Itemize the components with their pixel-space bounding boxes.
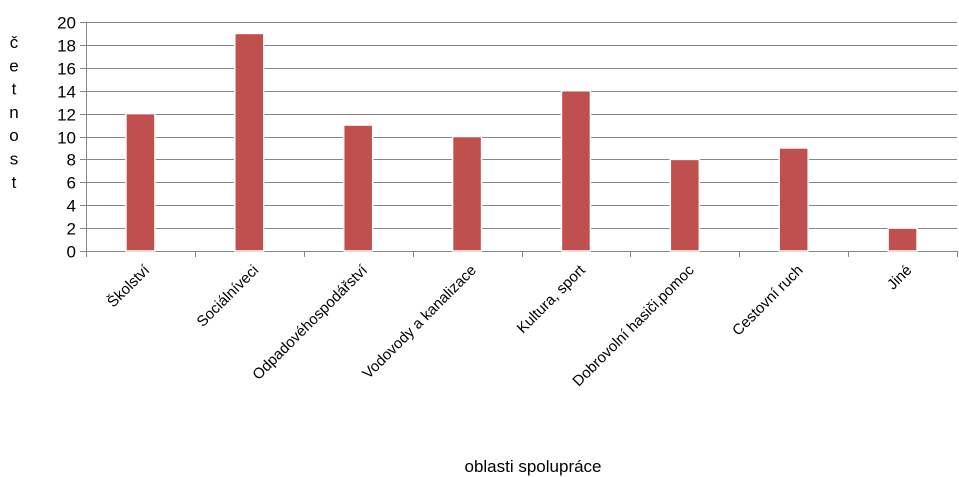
x-category-label: Sociálníveci [194,262,263,331]
y-tick-label: 20 [57,14,76,33]
y-tick-label: 2 [67,220,76,239]
y-tick-label: 18 [57,37,76,56]
y-axis-title-letter: s [10,150,19,169]
y-tick-label: 14 [57,83,76,102]
y-tick-label: 10 [57,129,76,148]
y-axis-title-letter: t [12,80,17,99]
x-category-label: Jiné [884,262,915,293]
bar [342,124,374,252]
bar [560,89,592,252]
y-axis-title-letter: t [12,173,17,192]
bars [125,32,918,252]
bar [669,158,701,252]
x-axis [86,22,958,257]
y-tick-label: 8 [67,151,76,170]
gridlines [86,22,957,252]
y-axis-title-letter: n [9,103,18,122]
x-axis-title: oblasti spolupráce [464,457,601,476]
bar [234,32,265,252]
x-category-label: Kultura, sport [514,261,590,337]
bar [451,135,483,252]
bar [887,227,918,252]
x-category-label: Dobrovolní hasiči,pomoc [569,261,698,390]
x-category-label: Školství [104,261,154,311]
bar [778,147,809,252]
y-axis-title-letter: č [10,33,19,52]
x-axis-category-labels: Školství SociálníveciOdpadovéhospodářství… [104,261,915,390]
y-tick-label: 0 [67,243,76,262]
y-tick-label: 16 [57,60,76,79]
y-axis-title-letter: e [9,56,18,75]
x-category-label: Vodovody a kanalizace [359,262,480,383]
y-axis-title-letter: o [9,126,18,145]
y-axis-ticks: 0 2 4 6 8 10 12 14 16 18 20 [57,14,86,262]
y-tick-label: 6 [67,174,76,193]
bar [125,112,156,252]
x-category-label: Cestovní ruch [729,262,806,339]
x-category-label: Odpadovéhospodářství [249,261,371,383]
y-tick-label: 4 [67,197,76,216]
y-tick-label: 12 [57,106,76,125]
